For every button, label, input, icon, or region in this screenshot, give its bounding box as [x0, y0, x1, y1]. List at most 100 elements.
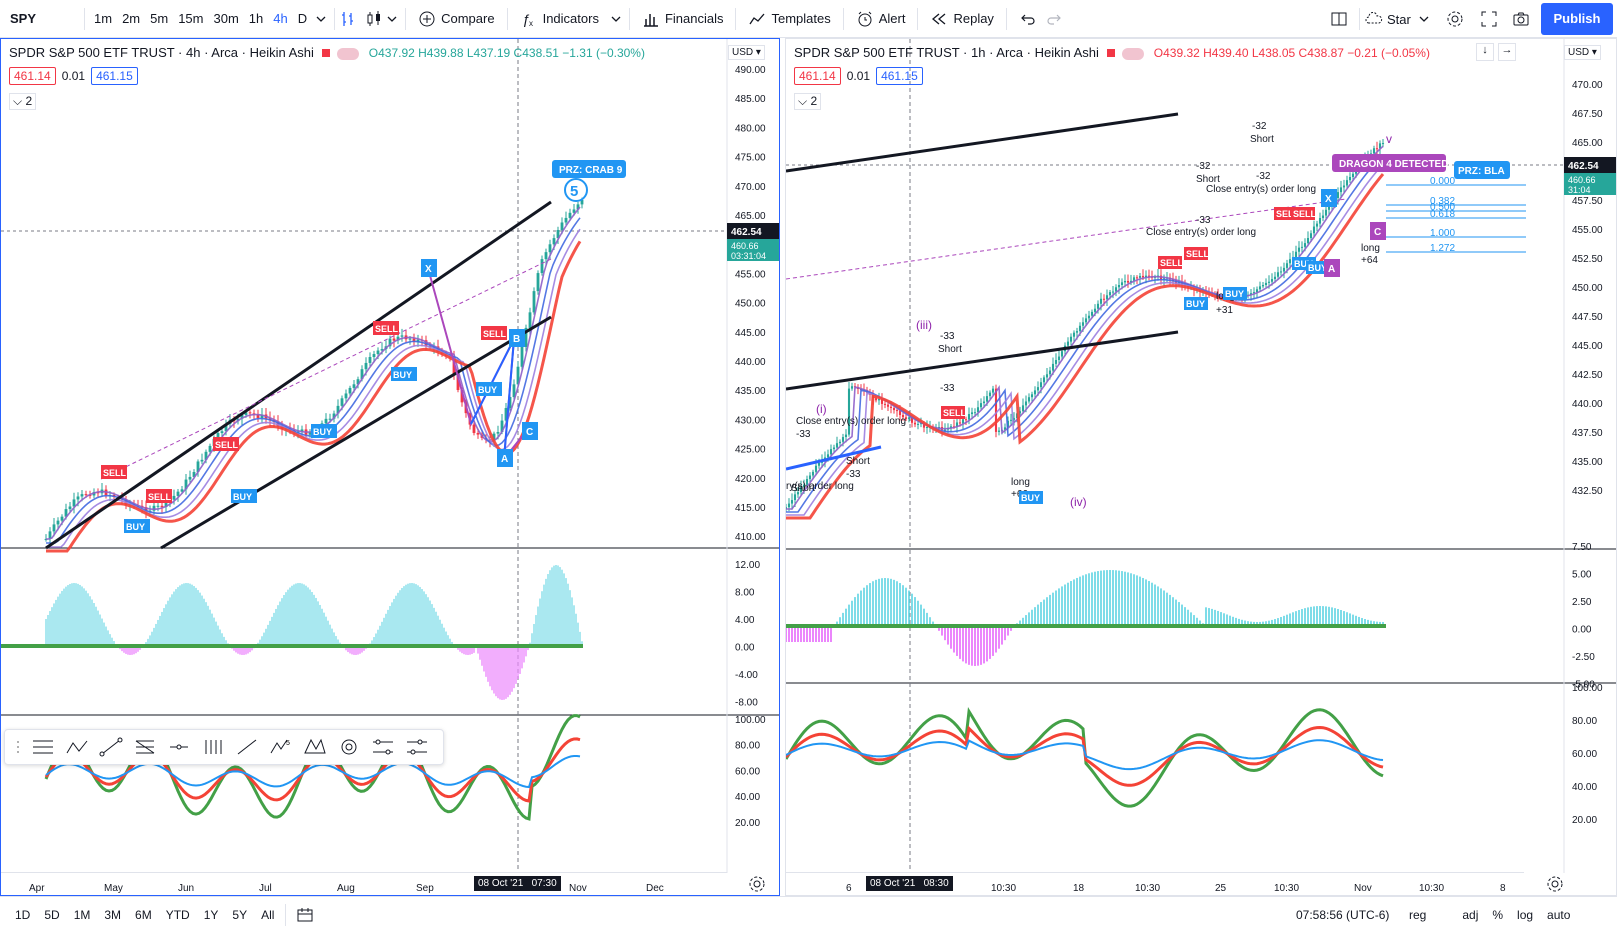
range-1d[interactable]: 1D	[15, 908, 31, 922]
chart-annotation: Short	[1196, 174, 1220, 185]
trend-line-icon[interactable]	[99, 737, 123, 757]
sell-price[interactable]: 461.14	[9, 67, 56, 85]
buy-price[interactable]: 461.15	[91, 67, 138, 85]
fib-spiral-icon[interactable]	[337, 737, 361, 757]
candle	[256, 414, 260, 418]
gear-icon[interactable]	[1446, 10, 1464, 28]
candle	[548, 244, 552, 253]
drag-handle-icon[interactable]	[15, 737, 21, 757]
signal-label: SELL	[148, 492, 172, 502]
horizontal-ray-icon[interactable]	[167, 737, 191, 757]
goto-date-icon[interactable]	[296, 906, 314, 924]
scale-auto[interactable]: auto	[1547, 908, 1571, 922]
range-1y[interactable]: 1Y	[203, 908, 219, 922]
chevron-down-icon[interactable]	[383, 10, 401, 28]
right-chart-pane[interactable]: 470.00 467.50 465.00 460.66 457.50 455.00 452.…	[785, 38, 1617, 896]
candle	[216, 433, 220, 439]
candle	[524, 327, 528, 347]
scale-percent[interactable]: %	[1492, 908, 1504, 922]
right-time-axis[interactable]: 6 10:30 18 10:30 25 10:30 Nov 10:30 8 08 Oct '21…	[786, 872, 1524, 895]
left-chart-pane[interactable]: 490.00 485.00 480.00 475.00 470.00 465.00 460.…	[0, 38, 780, 896]
chevron-down-icon[interactable]	[607, 10, 625, 28]
gear-icon[interactable]	[1545, 874, 1565, 894]
hashtag-icon[interactable]	[337, 47, 360, 60]
right-currency[interactable]: USD ▾	[1564, 45, 1601, 60]
compare-button[interactable]: Compare	[410, 5, 502, 33]
hashtag-icon[interactable]	[1122, 47, 1145, 60]
bookmark-icon[interactable]	[321, 49, 330, 57]
range-5y[interactable]: 5Y	[232, 908, 248, 922]
candle	[817, 462, 821, 466]
elliott-wave-icon[interactable]: 5	[269, 737, 293, 757]
range-6m[interactable]: 6M	[135, 908, 152, 922]
bar-style-icon[interactable]	[339, 10, 357, 28]
divider	[84, 7, 85, 30]
range-ytd[interactable]: YTD	[165, 908, 190, 922]
interval-5m[interactable]: 5m	[150, 10, 169, 26]
ray-icon[interactable]	[235, 737, 259, 757]
range-3m[interactable]: 3M	[104, 908, 122, 922]
interval-4h[interactable]: 4h	[273, 10, 288, 26]
candle	[1315, 223, 1319, 227]
scale-adj[interactable]: adj	[1462, 908, 1479, 922]
interval-d[interactable]: D	[297, 10, 308, 26]
divider	[405, 7, 407, 30]
interval-15m[interactable]: 15m	[178, 10, 204, 26]
indicator-collapse-toggle[interactable]: ⌵ 2	[794, 93, 822, 110]
right-chart-canvas[interactable]: 470.00 467.50 465.00 460.66 457.50 455.00 452.…	[786, 39, 1616, 895]
left-chart-canvas[interactable]: 490.00 485.00 480.00 475.00 470.00 465.00 460.…	[1, 39, 779, 895]
bookmark-icon[interactable]	[1106, 49, 1115, 57]
range-1m[interactable]: 1M	[73, 908, 91, 922]
candle	[188, 476, 192, 480]
divider	[1005, 7, 1007, 30]
candle	[408, 338, 412, 340]
candle-style-icon[interactable]	[365, 10, 383, 28]
redo-icon[interactable]	[1045, 10, 1063, 28]
undo-icon[interactable]	[1019, 10, 1037, 28]
publish-button[interactable]: Publish	[1541, 3, 1613, 35]
layout-button[interactable]: Star	[1365, 5, 1433, 33]
replay-button[interactable]: Replay	[922, 5, 1001, 33]
signal-badge	[1019, 491, 1043, 504]
price-tick: 437.50	[1572, 428, 1603, 439]
range-5d[interactable]: 5D	[44, 908, 60, 922]
pattern-icon[interactable]	[65, 737, 89, 757]
interval-2m[interactable]: 2m	[122, 10, 141, 26]
scale-reg[interactable]: reg	[1409, 908, 1427, 922]
wave-label: (iv)	[1070, 495, 1087, 509]
time-tick: 10:30	[991, 883, 1017, 894]
long-position-icon[interactable]	[371, 737, 395, 757]
signal-badge	[213, 437, 239, 451]
clock[interactable]: 07:58:56 (UTC-6)	[1296, 908, 1390, 922]
financials-button[interactable]: Financials	[634, 5, 732, 33]
chevron-down-icon[interactable]	[312, 10, 330, 28]
gear-icon[interactable]	[747, 874, 767, 894]
interval-1m[interactable]: 1m	[94, 10, 113, 26]
camera-icon[interactable]	[1512, 10, 1530, 28]
indicator-collapse-toggle[interactable]: ⌵ 2	[9, 93, 37, 110]
left-currency[interactable]: USD ▾	[728, 45, 765, 60]
parallel-channel-icon[interactable]	[201, 737, 225, 757]
wave-label: (i)	[816, 402, 827, 416]
sell-price[interactable]: 461.14	[794, 67, 841, 85]
arrow-right-icon[interactable]: →	[1498, 43, 1516, 61]
date-range-icon[interactable]	[405, 737, 429, 757]
symbol-search[interactable]: SPY	[10, 11, 37, 26]
pitchfork-icon[interactable]	[133, 737, 157, 757]
range-all[interactable]: All	[261, 908, 275, 922]
interval-1h[interactable]: 1h	[248, 10, 264, 26]
candle	[1294, 251, 1298, 258]
interval-30m[interactable]: 30m	[213, 10, 239, 26]
layout-split-icon[interactable]	[1330, 10, 1348, 28]
fib-retracement-icon[interactable]	[31, 737, 55, 757]
fullscreen-icon[interactable]	[1480, 10, 1498, 28]
candle	[874, 398, 878, 401]
buy-price[interactable]: 461.15	[876, 67, 923, 85]
arrow-down-icon[interactable]: ↓	[1476, 43, 1494, 61]
scale-log[interactable]: log	[1517, 908, 1534, 922]
xabcd-pattern-icon[interactable]	[303, 737, 327, 757]
left-time-axis[interactable]: Apr May Jun Jul Aug Sep Nov Dec 08 Oct '21 07:3…	[1, 872, 727, 895]
alert-button[interactable]: Alert	[848, 5, 914, 33]
templates-button[interactable]: Templates	[740, 5, 838, 33]
